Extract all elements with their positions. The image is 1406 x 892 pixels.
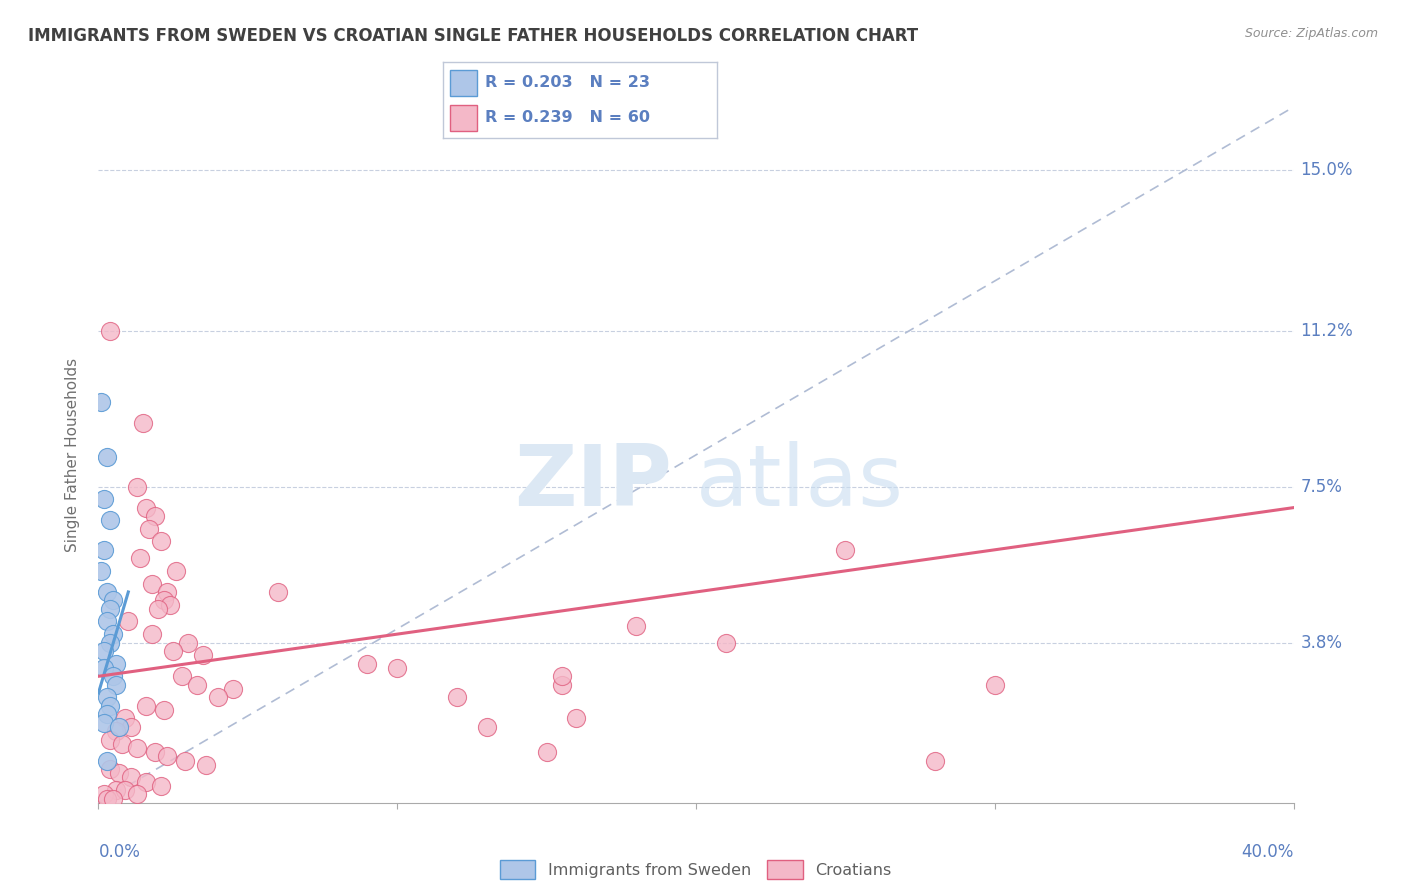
Point bbox=[135, 774, 157, 789]
Point bbox=[98, 602, 122, 616]
Text: ZIP: ZIP bbox=[515, 442, 672, 524]
Point bbox=[96, 450, 118, 464]
Point bbox=[127, 479, 149, 493]
Point bbox=[105, 724, 128, 739]
Point bbox=[983, 678, 1005, 692]
Text: 15.0%: 15.0% bbox=[1301, 161, 1353, 179]
FancyBboxPatch shape bbox=[450, 105, 477, 130]
Point bbox=[267, 585, 290, 599]
Point bbox=[105, 657, 128, 671]
Point bbox=[98, 762, 122, 776]
Point bbox=[148, 602, 170, 616]
Point bbox=[550, 669, 572, 683]
Point bbox=[96, 754, 118, 768]
Point bbox=[108, 766, 131, 780]
Text: R = 0.239   N = 60: R = 0.239 N = 60 bbox=[485, 111, 651, 125]
Point bbox=[222, 681, 245, 696]
Point bbox=[96, 707, 118, 722]
Point bbox=[385, 661, 409, 675]
Point bbox=[194, 757, 218, 772]
Point bbox=[186, 678, 208, 692]
Point bbox=[129, 551, 152, 566]
Point bbox=[103, 593, 125, 607]
Point bbox=[98, 324, 122, 338]
Text: 11.2%: 11.2% bbox=[1301, 321, 1354, 340]
Point bbox=[172, 669, 194, 683]
Point bbox=[90, 564, 112, 578]
Point bbox=[120, 720, 142, 734]
Point bbox=[93, 788, 115, 802]
Point bbox=[356, 657, 378, 671]
Point bbox=[98, 513, 122, 527]
Point bbox=[565, 711, 588, 725]
Point bbox=[108, 720, 131, 734]
Point bbox=[111, 737, 134, 751]
Point bbox=[153, 703, 176, 717]
Text: 7.5%: 7.5% bbox=[1301, 477, 1343, 496]
Point bbox=[624, 618, 647, 632]
Point bbox=[924, 754, 946, 768]
Text: 40.0%: 40.0% bbox=[1241, 843, 1294, 861]
Point bbox=[150, 779, 173, 793]
Point bbox=[98, 732, 122, 747]
Point bbox=[834, 542, 856, 557]
Point bbox=[165, 564, 187, 578]
Point bbox=[114, 783, 136, 797]
Point bbox=[117, 615, 139, 629]
Legend: Immigrants from Sweden, Croatians: Immigrants from Sweden, Croatians bbox=[494, 854, 898, 885]
Point bbox=[174, 754, 197, 768]
Point bbox=[93, 644, 115, 658]
Point bbox=[103, 627, 125, 641]
Point bbox=[159, 598, 181, 612]
Point bbox=[714, 635, 737, 649]
Point bbox=[96, 585, 118, 599]
Point bbox=[98, 635, 122, 649]
Point bbox=[105, 783, 128, 797]
Text: IMMIGRANTS FROM SWEDEN VS CROATIAN SINGLE FATHER HOUSEHOLDS CORRELATION CHART: IMMIGRANTS FROM SWEDEN VS CROATIAN SINGL… bbox=[28, 27, 918, 45]
Point bbox=[550, 678, 572, 692]
Point bbox=[132, 417, 155, 431]
Point bbox=[177, 635, 200, 649]
Point bbox=[93, 715, 115, 730]
Point bbox=[207, 690, 229, 705]
Point bbox=[98, 698, 122, 713]
FancyBboxPatch shape bbox=[450, 70, 477, 95]
Point bbox=[103, 669, 125, 683]
Text: 3.8%: 3.8% bbox=[1301, 633, 1343, 651]
Point bbox=[150, 534, 173, 549]
Point bbox=[143, 509, 166, 524]
Point bbox=[93, 492, 115, 507]
Point bbox=[103, 791, 125, 805]
Point bbox=[93, 661, 115, 675]
Y-axis label: Single Father Households: Single Father Households bbox=[65, 358, 80, 552]
Point bbox=[96, 690, 118, 705]
Point bbox=[127, 741, 149, 756]
Point bbox=[156, 585, 179, 599]
Point bbox=[191, 648, 214, 663]
Point bbox=[90, 395, 112, 409]
Point bbox=[127, 788, 149, 802]
Point bbox=[93, 542, 115, 557]
Point bbox=[135, 698, 157, 713]
Text: atlas: atlas bbox=[696, 442, 904, 524]
Point bbox=[446, 690, 468, 705]
Point bbox=[120, 771, 142, 785]
Point bbox=[536, 745, 558, 759]
Point bbox=[105, 678, 128, 692]
Text: 0.0%: 0.0% bbox=[98, 843, 141, 861]
Point bbox=[141, 576, 163, 591]
Point bbox=[96, 791, 118, 805]
Point bbox=[162, 644, 184, 658]
Point bbox=[96, 615, 118, 629]
Text: Source: ZipAtlas.com: Source: ZipAtlas.com bbox=[1244, 27, 1378, 40]
Point bbox=[114, 711, 136, 725]
Point bbox=[143, 745, 166, 759]
Point bbox=[156, 749, 179, 764]
Point bbox=[153, 593, 176, 607]
Point bbox=[135, 500, 157, 515]
Point bbox=[475, 720, 498, 734]
Text: R = 0.203   N = 23: R = 0.203 N = 23 bbox=[485, 76, 651, 90]
Point bbox=[141, 627, 163, 641]
Point bbox=[138, 522, 160, 536]
